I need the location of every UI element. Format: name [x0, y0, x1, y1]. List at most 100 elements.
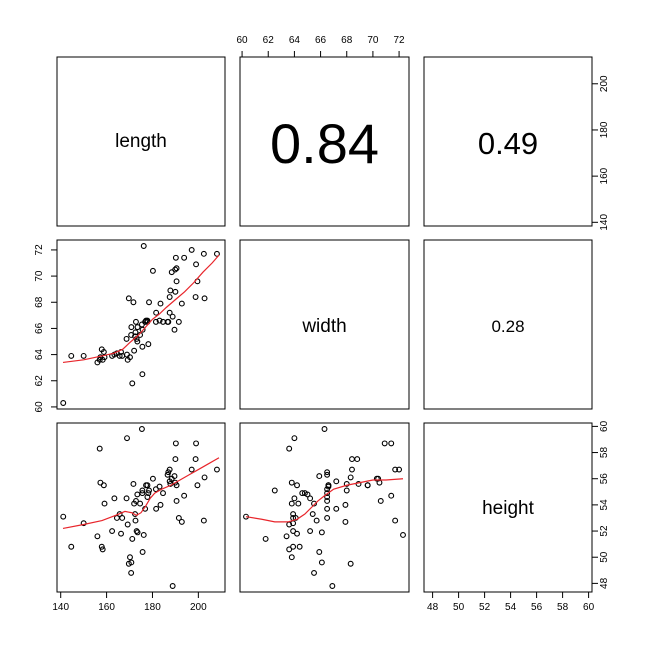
data-point: [290, 511, 297, 517]
data-point: [80, 520, 87, 527]
scatter-height-vs-width: [243, 426, 406, 589]
data-point: [188, 466, 195, 473]
data-point: [181, 492, 188, 499]
right-tick-label-height-52: 52: [599, 525, 610, 537]
data-point: [299, 490, 306, 497]
right-tick-label-length-140: 140: [599, 214, 610, 231]
data-point: [307, 495, 314, 502]
data-point: [388, 492, 395, 499]
data-point: [193, 440, 200, 447]
data-point: [127, 554, 133, 561]
data-point: [318, 529, 325, 536]
data-point: [169, 583, 176, 589]
diagonal-label-width: width: [301, 316, 346, 337]
x-tick-label-length-200: 200: [190, 602, 207, 613]
data-point: [145, 490, 152, 497]
data-point: [321, 426, 328, 432]
right-tick-label-height-54: 54: [599, 499, 610, 511]
data-point: [283, 533, 290, 540]
data-point: [377, 498, 384, 504]
data-point: [139, 371, 146, 378]
data-point: [364, 482, 371, 489]
data-point: [171, 473, 178, 480]
right-tick-label-height-50: 50: [599, 551, 610, 563]
x-tick-label-height-60: 60: [583, 602, 595, 613]
data-point: [98, 543, 105, 550]
data-point: [116, 511, 123, 517]
data-point: [152, 318, 159, 325]
data-point: [290, 543, 297, 550]
data-point: [192, 456, 199, 463]
data-point: [325, 483, 332, 490]
data-point: [128, 559, 135, 566]
data-point: [160, 490, 166, 497]
data-point: [324, 498, 331, 504]
data-point: [131, 347, 138, 354]
right-tick-label-length-180: 180: [599, 121, 610, 138]
data-point: [139, 343, 146, 350]
right-tick-label-height-60: 60: [599, 420, 610, 432]
data-point: [288, 479, 295, 486]
data-point: [100, 482, 107, 489]
data-point: [68, 352, 75, 359]
data-point: [288, 500, 295, 507]
data-point: [153, 309, 160, 316]
smooth-line-width-vs-length: [62, 254, 220, 364]
x-tick-label-height-50: 50: [453, 602, 465, 613]
data-point: [133, 318, 139, 325]
scatter-width-vs-length: [60, 243, 220, 406]
data-point: [166, 309, 173, 316]
data-point: [301, 490, 308, 497]
data-point: [309, 511, 316, 517]
data-point: [171, 326, 178, 333]
data-point: [271, 487, 278, 494]
x-tick-label-height-54: 54: [505, 602, 517, 613]
top-tick-label-width-62: 62: [263, 35, 275, 46]
data-point: [294, 530, 300, 537]
left-tick-label-width-72: 72: [34, 244, 45, 256]
data-point: [128, 569, 135, 576]
data-point: [213, 250, 220, 257]
data-point: [139, 487, 146, 494]
correlation-length-height: 0.49: [478, 126, 538, 161]
panel-width-width: [239, 239, 410, 410]
left-tick-label-width-60: 60: [34, 401, 45, 413]
top-tick-label-width-72: 72: [394, 35, 406, 46]
panel-height-length: [56, 422, 226, 593]
smooth-line-height-vs-width: [245, 478, 404, 523]
data-point: [311, 500, 317, 507]
data-point: [144, 494, 151, 500]
data-point: [94, 533, 101, 540]
data-point: [165, 318, 172, 325]
data-point: [201, 295, 208, 302]
data-point: [349, 456, 355, 463]
data-point: [140, 243, 147, 249]
data-point: [129, 380, 136, 387]
right-tick-label-height-48: 48: [599, 577, 610, 589]
diagonal-label-length: length: [115, 131, 167, 152]
top-tick-label-width-66: 66: [315, 35, 327, 46]
data-point: [153, 505, 160, 512]
data-point: [347, 474, 354, 481]
data-point: [175, 318, 182, 325]
data-point: [318, 559, 325, 566]
data-point: [111, 495, 118, 502]
data-point: [173, 278, 180, 285]
data-point: [132, 517, 139, 524]
data-point: [172, 254, 179, 261]
x-tick-label-length-140: 140: [52, 602, 69, 613]
data-point: [286, 445, 293, 452]
data-point: [123, 335, 130, 342]
data-point: [388, 440, 395, 447]
data-point: [139, 549, 146, 555]
right-tick-label-length-200: 200: [599, 75, 610, 92]
data-point: [373, 475, 380, 482]
data-point: [157, 501, 164, 508]
top-tick-label-width-70: 70: [367, 35, 379, 46]
correlation-width-height: 0.28: [491, 317, 524, 336]
data-point: [173, 482, 180, 489]
data-point: [132, 329, 139, 336]
panel-height-width: [239, 422, 410, 593]
right-tick-label-length-160: 160: [599, 167, 610, 184]
data-point: [392, 466, 399, 473]
